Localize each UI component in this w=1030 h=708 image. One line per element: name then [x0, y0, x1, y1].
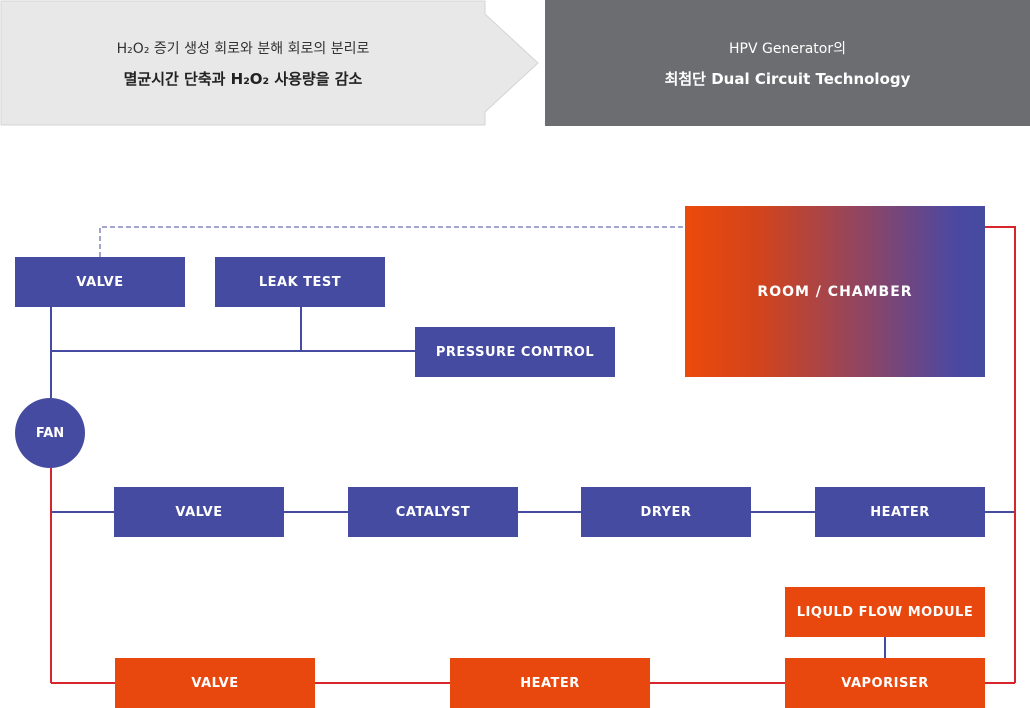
room-chamber-box: ROOM / CHAMBER — [685, 206, 985, 377]
decomp-heater-box: HEATER — [815, 487, 985, 537]
banner-left-line2: 멸균시간 단축과 H₂O₂ 사용량을 감소 — [123, 69, 363, 88]
gen-valve-box: VALVE — [115, 658, 315, 708]
banner-right: HPV Generator의 최첨단 Dual Circuit Technolo… — [545, 0, 1030, 126]
vaporiser-box: VAPORISER — [785, 658, 985, 708]
arrow-banner-shape — [0, 0, 539, 126]
decomp-valve-box: VALVE — [114, 487, 284, 537]
fan-circle: FAN — [15, 398, 85, 468]
dryer-box: DRYER — [581, 487, 751, 537]
dashed-return-line — [99, 226, 685, 257]
catalyst-box: CATALYST — [348, 487, 518, 537]
banner-left: H₂O₂ 증기 생성 회로와 분해 회로의 분리로 멸균시간 단축과 H₂O₂ … — [0, 0, 540, 126]
vaporiser-to-chamber-line — [985, 226, 1016, 683]
banner-left-line1: H₂O₂ 증기 생성 회로와 분해 회로의 분리로 — [116, 40, 370, 57]
liquid-flow-module-box: LIQULD FLOW MODULE — [785, 587, 985, 637]
gen-heater-box: HEATER — [450, 658, 650, 708]
valve-top-box: VALVE — [15, 257, 185, 307]
banner-right-line1: HPV Generator의 — [729, 40, 846, 57]
leak-test-box: LEAK TEST — [215, 257, 385, 307]
banner-right-line2: 최첨단 Dual Circuit Technology — [664, 69, 911, 88]
pressure-control-box: PRESSURE CONTROL — [415, 327, 615, 377]
